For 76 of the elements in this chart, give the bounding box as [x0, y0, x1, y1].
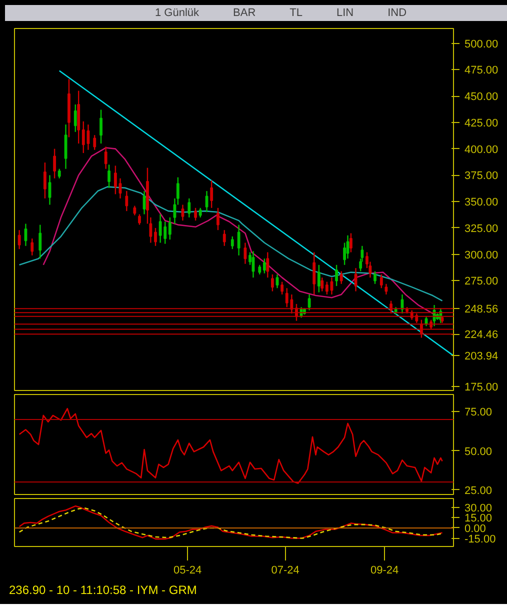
candlestick: [74, 104, 77, 133]
y-tick-label: 175.00: [464, 381, 498, 394]
candlestick: [237, 224, 240, 256]
y-tick-label: 30.00: [464, 502, 492, 514]
candlestick: [262, 258, 266, 274]
candlestick: [266, 252, 270, 278]
candlestick: [53, 148, 56, 179]
text: LIN: [336, 6, 354, 21]
y-tick-label: 475.00: [464, 64, 498, 77]
candlestick: [374, 270, 376, 285]
candlestick: [384, 283, 388, 296]
candlestick: [133, 205, 136, 216]
candlestick: [58, 168, 61, 179]
y-tick-label: 400.00: [464, 144, 498, 156]
candlestick: [335, 264, 338, 287]
y-tick-label: 0.00: [464, 522, 486, 535]
candlestick: [280, 281, 284, 296]
candlestick: [230, 236, 234, 250]
candlestick: [168, 216, 172, 240]
line-series: [18, 408, 443, 484]
candlestick: [114, 165, 117, 195]
y-tick-label: 425.00: [464, 117, 498, 130]
y-tick-label: 350.00: [464, 196, 498, 209]
candlestick: [154, 227, 157, 247]
candlestick: [276, 274, 279, 289]
candlestick: [100, 109, 102, 144]
candlestick: [188, 198, 191, 218]
candlestick: [198, 207, 202, 218]
candlestick: [30, 238, 34, 256]
text: TL: [290, 6, 302, 21]
y-tick-label: 300.00: [464, 249, 498, 262]
y-tick-label: 275.00: [464, 276, 498, 288]
candlestick: [93, 134, 96, 150]
line-series: [18, 186, 443, 302]
x-tick-label: 05-24: [173, 564, 202, 576]
text: IND: [388, 6, 407, 21]
y-tick-label: 450.00: [464, 91, 498, 104]
y-tick-label: 500.00: [464, 38, 498, 50]
candlestick: [312, 252, 316, 296]
candlestick: [340, 270, 343, 285]
candlestick: [138, 214, 141, 226]
y-tick-label: 50.00: [464, 446, 492, 458]
x-tick-label: 07-24: [271, 564, 300, 576]
candlestick: [380, 274, 383, 289]
candlestick: [38, 224, 42, 260]
y-tick-label: 375.00: [464, 170, 498, 182]
candlestick: [270, 274, 274, 292]
candlestick: [258, 264, 262, 276]
candlestick: [104, 146, 108, 170]
y-tick-label: 75.00: [464, 406, 492, 419]
candlestick: [320, 276, 324, 292]
candlestick: [216, 207, 220, 231]
ref-line-label: 224.46: [464, 329, 498, 342]
candlestick: [325, 281, 328, 296]
y-tick-label: -15.00: [464, 533, 496, 546]
candlestick: [308, 294, 311, 311]
text: 236.90 - 10 - 11:10:58 - IYM - GRM: [9, 582, 197, 599]
candlestick: [43, 162, 46, 200]
candlestick: [390, 300, 392, 314]
y-tick-label: 203.94: [464, 350, 498, 363]
y-tick-label: 325.00: [464, 222, 498, 235]
candlestick: [210, 180, 214, 209]
y-tick-label: 15.00: [464, 512, 492, 525]
y-tick-label: 25.00: [464, 484, 492, 497]
text: 1 Günlük: [155, 6, 200, 21]
candlestick: [317, 264, 320, 293]
text: BAR: [233, 6, 256, 21]
candlestick: [181, 204, 184, 222]
candlestick: [125, 190, 128, 212]
x-tick-label: 09-24: [370, 564, 399, 576]
ref-line-label: 248.56: [464, 304, 498, 316]
candlestick: [222, 229, 226, 247]
candlestick: [194, 207, 198, 222]
candlestick: [350, 232, 352, 253]
candlestick: [18, 229, 21, 250]
candlestick: [108, 164, 110, 188]
